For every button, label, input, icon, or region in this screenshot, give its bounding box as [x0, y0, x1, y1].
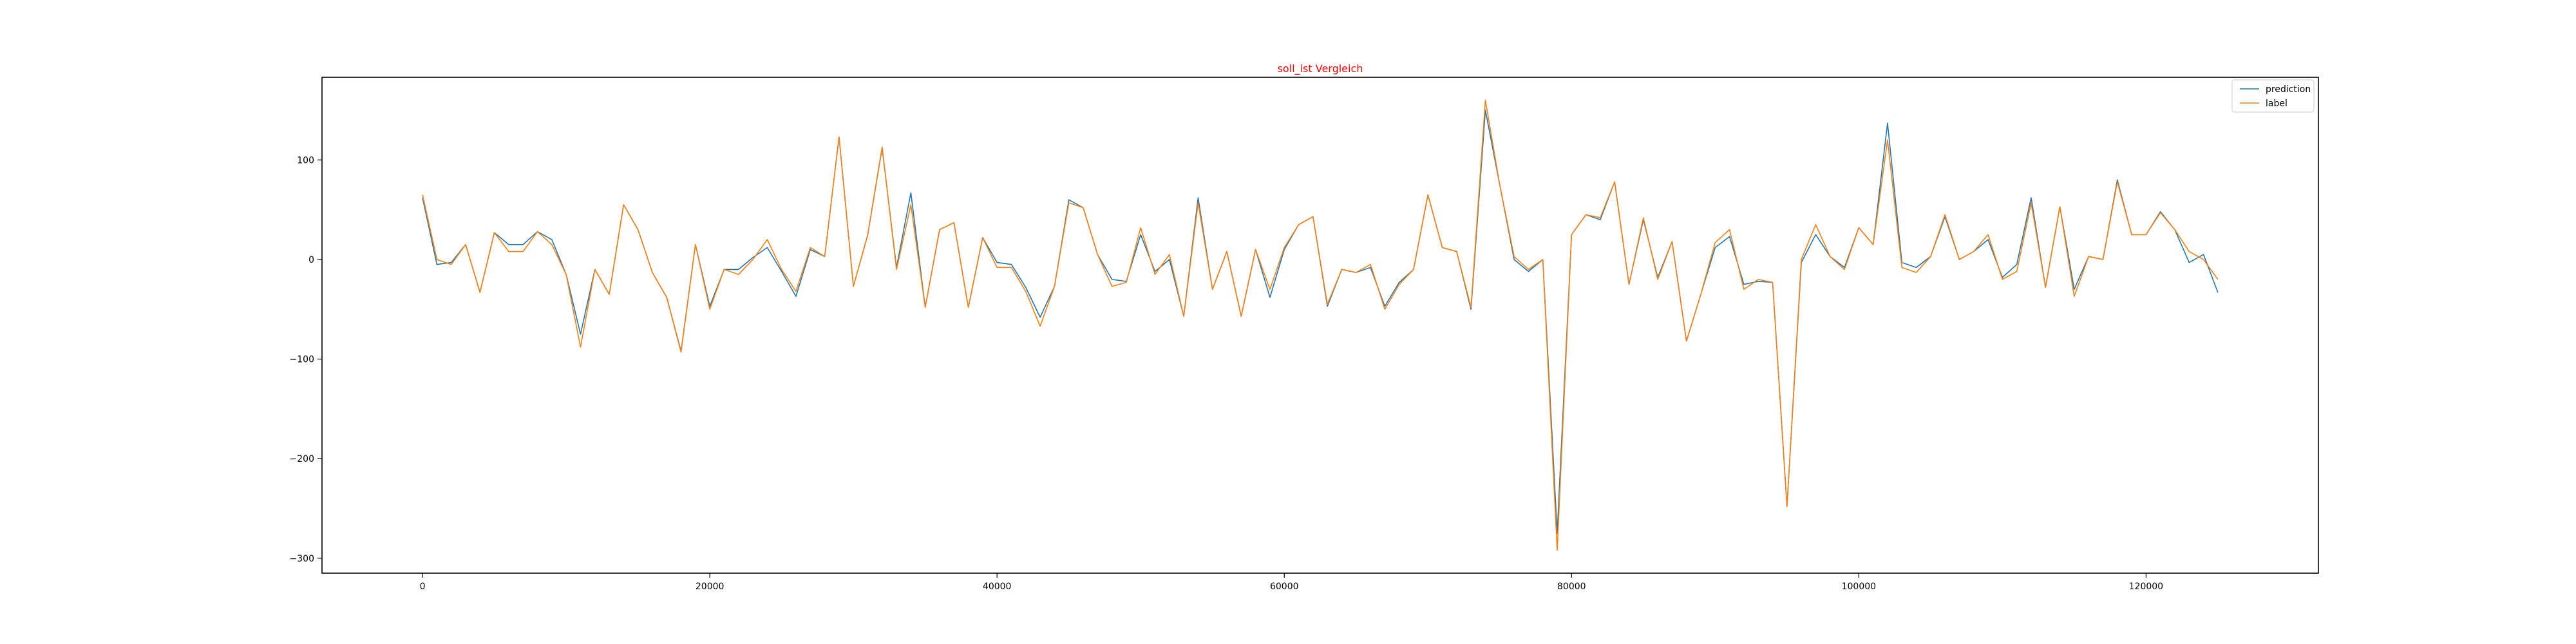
chart-title: soll_ist Vergleich: [1278, 62, 1363, 75]
x-tick-label: 20000: [696, 582, 724, 592]
x-tick-label: 100000: [1842, 582, 1876, 592]
x-tick-label: 80000: [1557, 582, 1586, 592]
x-tick-label: 0: [420, 582, 426, 592]
x-tick-label: 120000: [2129, 582, 2163, 592]
plot-frame: [321, 77, 2319, 574]
y-tick-label: 100: [297, 155, 314, 166]
x-axis: 0 20000 40000 60000 80000 100000 120000: [420, 573, 2163, 592]
y-axis: 100 0 −100 −200 −300: [290, 155, 322, 564]
x-tick-label: 40000: [983, 582, 1012, 592]
y-tick-label: −100: [290, 355, 314, 365]
legend-box: [2231, 79, 2315, 113]
legend: prediction label: [2231, 79, 2315, 113]
series-layer: [422, 99, 2219, 551]
y-tick-label: −200: [290, 454, 314, 464]
series-line-label: [422, 99, 2219, 551]
y-tick-label: 0: [308, 255, 314, 265]
x-tick-label: 60000: [1270, 582, 1299, 592]
legend-label-label: label: [2266, 99, 2287, 109]
legend-label-prediction: prediction: [2266, 84, 2311, 95]
y-tick-label: −300: [290, 554, 314, 564]
